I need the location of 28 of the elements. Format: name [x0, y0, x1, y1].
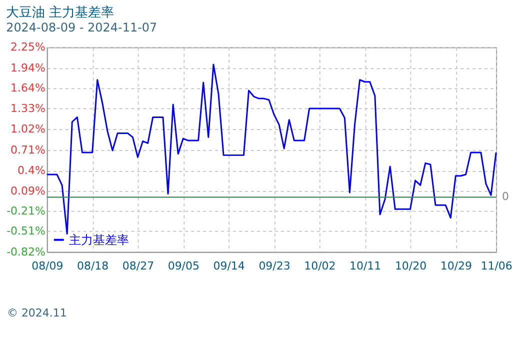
x-tick-label: 09/23: [258, 259, 290, 272]
y-tick-label: 0.4%: [18, 164, 46, 178]
line-series: [46, 64, 497, 235]
y-tick-label: -0.82%: [6, 245, 46, 258]
chart-subtitle: 2024-08-09 - 2024-11-07: [6, 20, 158, 34]
y-tick-label: 1.02%: [10, 122, 46, 136]
x-tick-label: 11/06: [480, 259, 512, 272]
y-tick-label: -0.51%: [6, 224, 46, 238]
x-tick-label: 10/11: [350, 259, 382, 272]
x-tick-label: 08/09: [32, 259, 64, 272]
y-tick-label: 0.09%: [10, 184, 46, 198]
y-tick-label: -0.21%: [6, 204, 46, 218]
x-tick-label: 09/14: [213, 259, 245, 272]
y-tick-label: 1.33%: [10, 102, 46, 116]
text: © 2024.11: [6, 306, 67, 320]
x-tick-label: 10/02: [304, 259, 336, 272]
y-tick-label: 1.94%: [10, 61, 46, 74]
x-tick-label: 10/20: [394, 259, 427, 272]
x-tick-label: 08/27: [122, 259, 154, 272]
y-tick-label: 0.71%: [10, 143, 46, 156]
x-tick-label: 10/29: [440, 259, 472, 272]
ref-line-label: 0: [502, 190, 510, 204]
x-tick-label: 09/05: [168, 259, 200, 272]
y-tick-label: 2.25%: [10, 40, 46, 54]
y-tick-label: 1.64%: [10, 81, 46, 94]
legend-label: 主力基差率: [68, 232, 129, 247]
chart-title: 大豆油 主力基差率: [6, 4, 114, 20]
x-tick-label: 08/18: [77, 259, 109, 272]
